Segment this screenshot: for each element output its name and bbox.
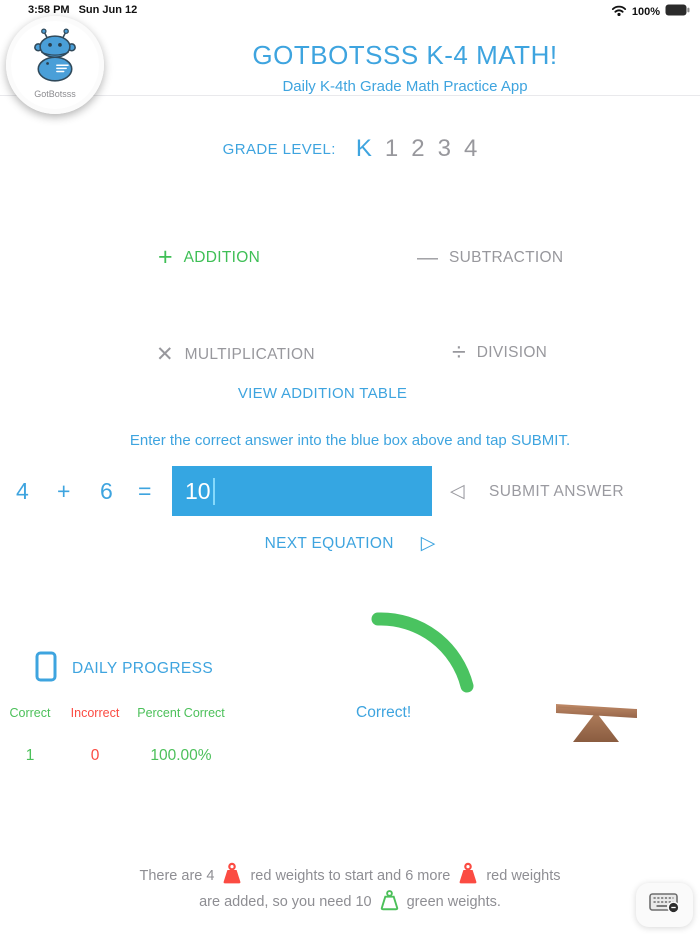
addition-label: ADDITION bbox=[183, 248, 261, 266]
battery-icon bbox=[665, 4, 690, 19]
status-time: 3:58 PM bbox=[28, 4, 70, 16]
stat-incorrect: Incorrect 0 bbox=[62, 706, 128, 765]
hint-line-2: are added, so you need 10 green weights. bbox=[0, 889, 700, 915]
hint-text: are added, so you need 10 bbox=[199, 894, 372, 910]
grade-level-label: GRADE LEVEL: bbox=[222, 140, 336, 158]
grade-level-3[interactable]: 3 bbox=[437, 135, 451, 162]
stat-correct-value: 1 bbox=[25, 747, 35, 764]
addition-button[interactable]: + ADDITION bbox=[158, 245, 260, 270]
next-equation-label: NEXT EQUATION bbox=[264, 534, 394, 552]
red-weight-icon bbox=[221, 862, 243, 889]
status-bar-right: 100% bbox=[611, 4, 690, 19]
red-weight-icon bbox=[457, 862, 479, 889]
division-label: DIVISION bbox=[476, 343, 548, 361]
status-date: Sun Jun 12 bbox=[78, 4, 138, 16]
battery-percent: 100% bbox=[631, 5, 660, 18]
page-title: GOTBOTSSS K-4 MATH! bbox=[252, 40, 558, 70]
robot-icon bbox=[24, 16, 86, 92]
backspace-button[interactable]: ◁ bbox=[450, 481, 465, 502]
divide-icon: ÷ bbox=[452, 338, 466, 366]
equation-operand-1: 4 bbox=[16, 478, 29, 504]
view-addition-table-link[interactable]: VIEW ADDITION TABLE bbox=[237, 385, 408, 402]
times-icon: ✕ bbox=[156, 343, 174, 366]
answer-value: 10 bbox=[185, 477, 211, 504]
stat-correct: Correct 1 bbox=[2, 706, 58, 765]
keyboard-dismiss-button[interactable] bbox=[636, 883, 693, 927]
subtraction-button[interactable]: — SUBTRACTION bbox=[417, 245, 563, 270]
submit-answer-button[interactable]: SUBMIT ANSWER bbox=[489, 483, 624, 500]
plus-icon: + bbox=[158, 243, 173, 271]
wifi-icon bbox=[611, 4, 627, 19]
subtraction-label: SUBTRACTION bbox=[449, 248, 564, 266]
stat-percent: Percent Correct 100.00% bbox=[128, 706, 234, 765]
text-cursor bbox=[212, 477, 215, 505]
next-equation-button[interactable]: NEXT EQUATION ▷ bbox=[0, 532, 700, 555]
grade-level-row: GRADE LEVEL: K 1 2 3 4 bbox=[0, 135, 700, 163]
status-bar-left: 3:58 PM Sun Jun 12 bbox=[28, 4, 137, 16]
daily-progress-header: DAILY PROGRESS bbox=[35, 651, 213, 687]
play-icon: ▷ bbox=[420, 533, 436, 554]
answer-input[interactable]: 10 bbox=[172, 466, 432, 516]
grade-level-k[interactable]: K bbox=[355, 135, 372, 162]
green-arc-icon bbox=[361, 606, 479, 703]
equation-operand-2: 6 bbox=[100, 478, 113, 504]
header: GOTBOTSSS K-4 MATH! Daily K-4th Grade Ma… bbox=[110, 40, 700, 95]
multiplication-button[interactable]: ✕ MULTIPLICATION bbox=[156, 342, 315, 367]
app-logo: GotBotsss bbox=[6, 16, 104, 114]
equation-operator: + bbox=[57, 478, 71, 504]
correct-feedback-text: Correct! bbox=[356, 704, 412, 721]
equation-equals-sign: = bbox=[138, 478, 152, 504]
instruction-text: Enter the correct answer into the blue b… bbox=[129, 432, 571, 449]
grade-level-1[interactable]: 1 bbox=[384, 135, 399, 162]
logo-label: GotBotsss bbox=[34, 89, 76, 99]
minus-icon: — bbox=[417, 246, 438, 269]
hint-text: There are 4 bbox=[139, 867, 215, 884]
green-weight-icon bbox=[379, 889, 400, 915]
stat-incorrect-header: Incorrect bbox=[70, 706, 120, 720]
hint-text: red weights bbox=[486, 867, 561, 884]
seesaw-icon bbox=[552, 697, 644, 750]
stat-percent-value: 100.00% bbox=[150, 747, 212, 764]
grade-level-4[interactable]: 4 bbox=[463, 135, 478, 162]
stat-incorrect-value: 0 bbox=[90, 747, 100, 764]
keyboard-icon bbox=[649, 891, 680, 919]
division-button[interactable]: ÷ DIVISION bbox=[452, 340, 547, 365]
hint-text: red weights to start and 6 more bbox=[250, 867, 451, 884]
daily-progress-label: DAILY PROGRESS bbox=[72, 660, 214, 677]
hint-text: green weights. bbox=[406, 894, 501, 910]
stat-percent-header: Percent Correct bbox=[137, 706, 225, 720]
multiplication-label: MULTIPLICATION bbox=[184, 345, 315, 363]
grade-level-2[interactable]: 2 bbox=[411, 135, 425, 162]
page-subtitle: Daily K-4th Grade Math Practice App bbox=[282, 78, 528, 95]
header-divider bbox=[0, 95, 700, 96]
hint-line-1: There are 4 red weights to start and 6 m… bbox=[0, 862, 700, 889]
tablet-icon bbox=[35, 651, 57, 687]
stat-correct-header: Correct bbox=[9, 706, 51, 720]
